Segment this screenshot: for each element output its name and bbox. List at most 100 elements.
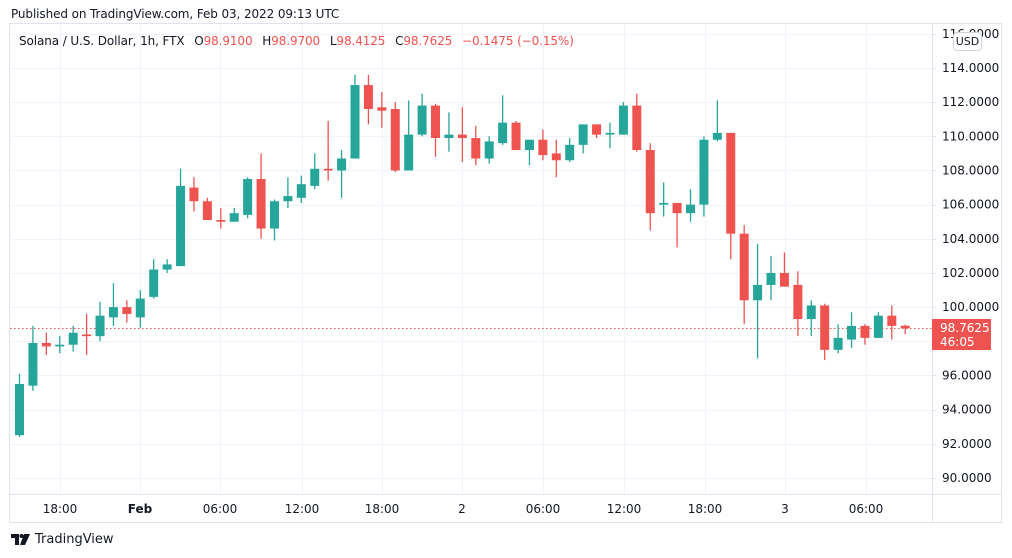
price-axis-label: 104.0000 bbox=[942, 232, 999, 246]
price-axis-label: 110.0000 bbox=[942, 129, 999, 143]
candle[interactable] bbox=[68, 325, 78, 352]
time-axis-label: 06:00 bbox=[203, 502, 238, 516]
price-axis-label: 100.0000 bbox=[942, 300, 999, 314]
candle[interactable] bbox=[766, 255, 776, 301]
candle[interactable] bbox=[457, 107, 467, 162]
candle[interactable] bbox=[873, 312, 883, 338]
candle[interactable] bbox=[551, 139, 561, 178]
candle[interactable] bbox=[565, 138, 575, 162]
candle[interactable] bbox=[122, 300, 132, 323]
candle[interactable] bbox=[900, 324, 910, 335]
candle[interactable] bbox=[793, 271, 803, 337]
time-axis-label: 06:00 bbox=[526, 502, 561, 516]
candle[interactable] bbox=[806, 300, 816, 337]
candle[interactable] bbox=[645, 143, 655, 231]
candle[interactable] bbox=[310, 153, 320, 190]
last-price: 98.7625 bbox=[940, 321, 990, 335]
symbol-title: Solana / U.S. Dollar, 1h, FTX bbox=[19, 34, 185, 48]
candle[interactable] bbox=[511, 120, 521, 150]
candle[interactable] bbox=[363, 74, 373, 125]
candle[interactable] bbox=[350, 74, 360, 159]
open-value: 98.9100 bbox=[203, 34, 253, 48]
symbol-legend: Solana / U.S. Dollar, 1h, FTX O98.9100 H… bbox=[19, 34, 574, 48]
candle[interactable] bbox=[283, 177, 293, 209]
low-value: 98.4125 bbox=[336, 34, 386, 48]
candle[interactable] bbox=[578, 124, 588, 154]
candle[interactable] bbox=[672, 202, 682, 248]
time-axis-label: 12:00 bbox=[285, 502, 320, 516]
price-axis-label: 114.0000 bbox=[942, 61, 999, 75]
open-label: O bbox=[194, 34, 204, 48]
candle[interactable] bbox=[28, 325, 38, 391]
candle[interactable] bbox=[887, 305, 897, 340]
tradingview-logo-icon bbox=[11, 534, 30, 545]
candle[interactable] bbox=[605, 122, 615, 149]
price-axis-label: 92.0000 bbox=[942, 437, 992, 451]
candle[interactable] bbox=[323, 120, 333, 181]
candle[interactable] bbox=[95, 301, 105, 342]
bar-countdown: 46:05 bbox=[940, 335, 975, 349]
price-axis-label: 106.0000 bbox=[942, 198, 999, 212]
candle[interactable] bbox=[176, 168, 186, 267]
time-axis-label: 06:00 bbox=[849, 502, 884, 516]
candle[interactable] bbox=[15, 373, 24, 437]
candle[interactable] bbox=[686, 189, 695, 222]
low-label: L bbox=[329, 34, 337, 48]
candle[interactable] bbox=[135, 290, 145, 328]
price-axis-label: 102.0000 bbox=[942, 266, 999, 280]
candle[interactable] bbox=[189, 177, 199, 212]
published-caption: Published on TradingView.com, Feb 03, 20… bbox=[11, 7, 340, 21]
candle[interactable] bbox=[243, 177, 253, 219]
candle[interactable] bbox=[55, 336, 65, 354]
candle[interactable] bbox=[269, 199, 279, 241]
time-axis-label: 2 bbox=[458, 502, 466, 516]
currency-badge[interactable]: USD bbox=[953, 32, 982, 51]
candle[interactable] bbox=[162, 259, 172, 273]
candle[interactable] bbox=[417, 93, 427, 137]
candle[interactable] bbox=[847, 312, 857, 349]
time-axis-label: 3 bbox=[781, 502, 789, 516]
candle[interactable] bbox=[471, 126, 481, 166]
candle[interactable] bbox=[202, 197, 212, 221]
candle[interactable] bbox=[149, 259, 159, 299]
candle[interactable] bbox=[431, 103, 441, 157]
candle[interactable] bbox=[337, 149, 347, 198]
candle[interactable] bbox=[592, 124, 602, 139]
candle[interactable] bbox=[484, 136, 494, 164]
candle[interactable] bbox=[699, 136, 709, 217]
candle[interactable] bbox=[216, 208, 226, 229]
time-axis-label: 18:00 bbox=[43, 502, 78, 516]
price-axis-label: 96.0000 bbox=[942, 368, 992, 382]
candle[interactable] bbox=[659, 182, 669, 217]
candle[interactable] bbox=[779, 252, 789, 287]
candle[interactable] bbox=[498, 95, 508, 145]
candle[interactable] bbox=[833, 324, 843, 354]
candle[interactable] bbox=[739, 225, 749, 325]
candle[interactable] bbox=[753, 243, 763, 359]
candle[interactable] bbox=[41, 332, 51, 355]
candle[interactable] bbox=[404, 100, 414, 171]
candle[interactable] bbox=[538, 129, 548, 161]
time-axis-label: 18:00 bbox=[365, 502, 400, 516]
tradingview-logo[interactable]: TradingView bbox=[11, 532, 114, 547]
last-price-tag: 98.7625 46:05 bbox=[932, 319, 991, 350]
candle[interactable] bbox=[108, 283, 118, 326]
time-axis-label: 12:00 bbox=[607, 502, 642, 516]
candle[interactable] bbox=[820, 303, 830, 361]
candle[interactable] bbox=[82, 313, 92, 355]
candle[interactable] bbox=[524, 139, 534, 166]
candle[interactable] bbox=[712, 100, 722, 142]
candle[interactable] bbox=[390, 102, 400, 173]
candle[interactable] bbox=[632, 93, 642, 152]
candle[interactable] bbox=[860, 324, 870, 345]
candle[interactable] bbox=[296, 175, 306, 203]
candle[interactable] bbox=[256, 153, 266, 239]
candle[interactable] bbox=[726, 132, 736, 260]
tradingview-brand: TradingView bbox=[35, 532, 114, 547]
candle[interactable] bbox=[229, 208, 239, 222]
candle[interactable] bbox=[444, 112, 454, 152]
candle[interactable] bbox=[377, 91, 387, 128]
price-axis-label: 90.0000 bbox=[942, 471, 992, 485]
candle[interactable] bbox=[618, 102, 628, 135]
